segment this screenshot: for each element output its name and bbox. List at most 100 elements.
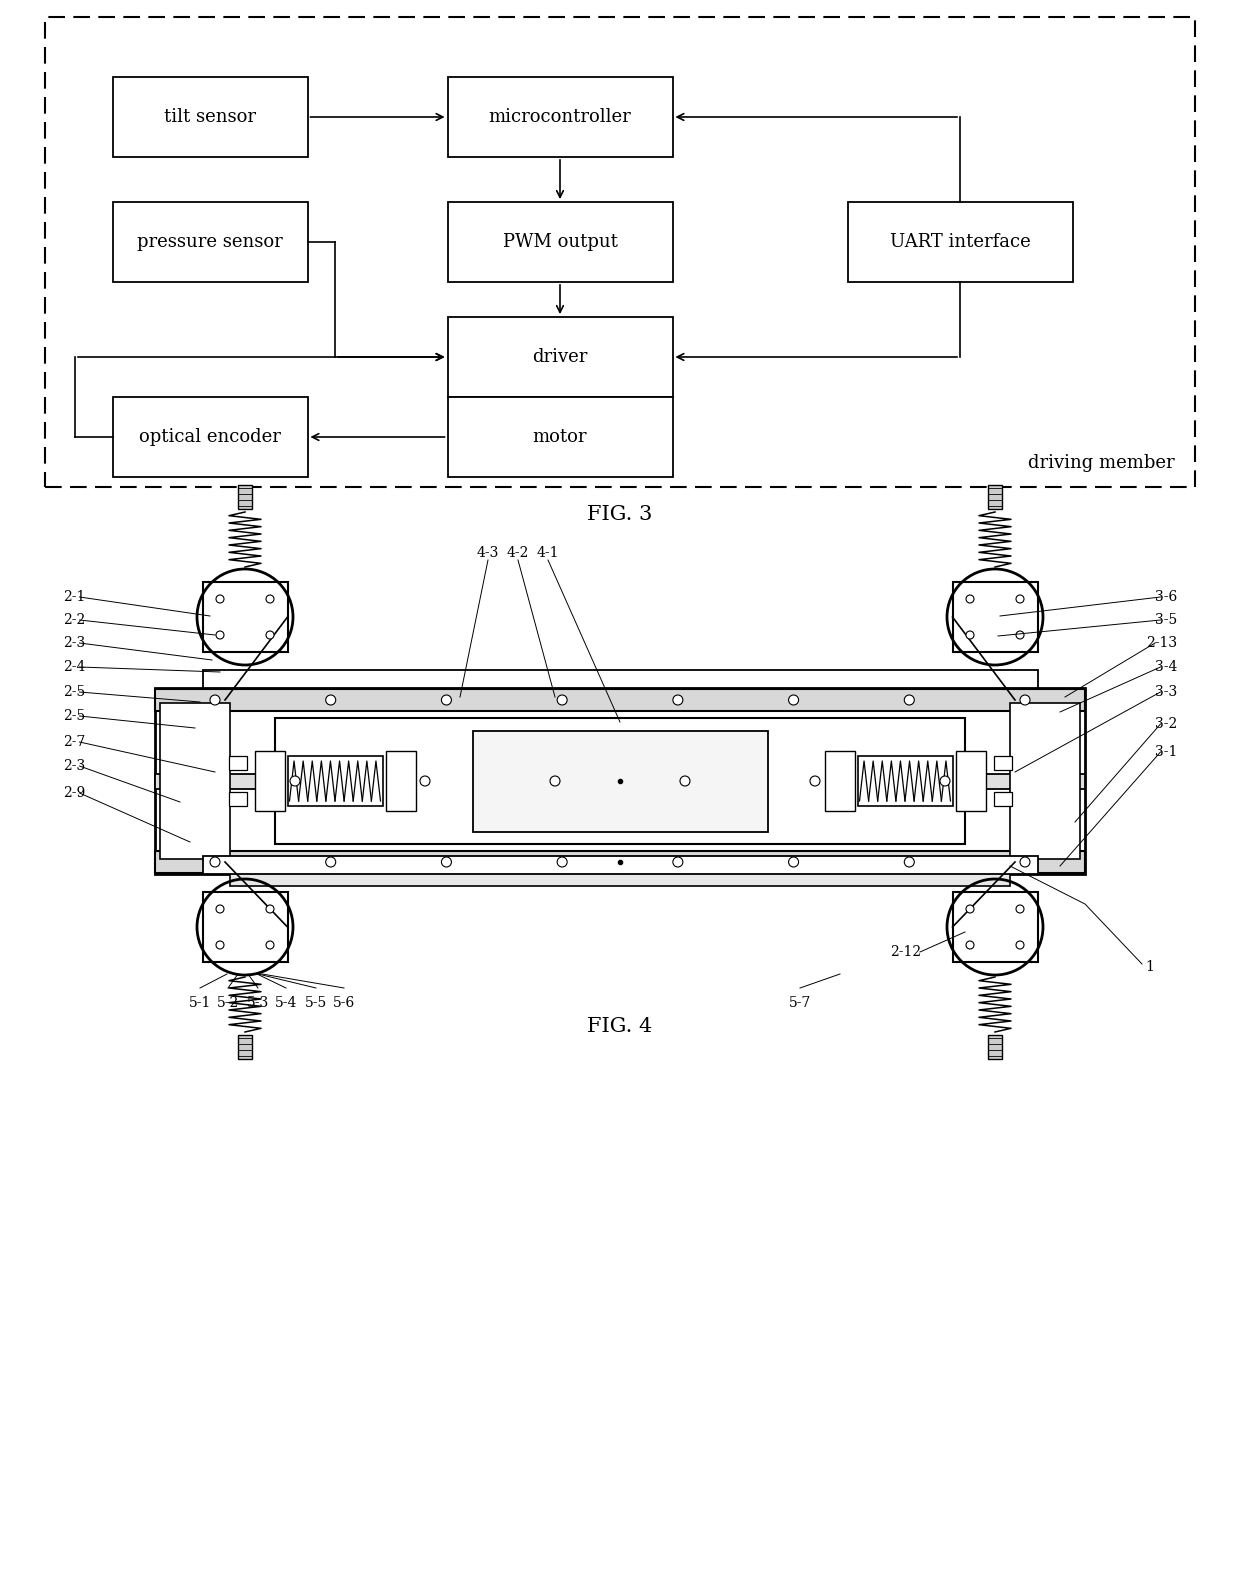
Bar <box>386 751 415 811</box>
Circle shape <box>1016 905 1024 913</box>
Circle shape <box>216 594 224 604</box>
Circle shape <box>680 777 689 786</box>
Circle shape <box>216 630 224 638</box>
Text: pressure sensor: pressure sensor <box>138 233 283 252</box>
Text: 3-5: 3-5 <box>1154 613 1177 627</box>
Text: 2-2: 2-2 <box>63 613 86 627</box>
Circle shape <box>326 695 336 704</box>
Bar <box>155 689 1085 874</box>
Text: 2-7: 2-7 <box>63 736 86 748</box>
Circle shape <box>326 857 336 868</box>
Circle shape <box>966 630 973 638</box>
Text: 2-13: 2-13 <box>1146 637 1177 649</box>
Text: PWM output: PWM output <box>502 233 618 252</box>
Bar <box>448 201 672 281</box>
Bar <box>202 582 288 652</box>
Circle shape <box>1016 630 1024 638</box>
Circle shape <box>216 942 224 949</box>
Bar <box>155 850 1085 872</box>
Text: 2-4: 2-4 <box>63 660 86 674</box>
Bar <box>228 756 247 770</box>
Bar <box>448 398 672 476</box>
Bar <box>113 201 308 281</box>
Circle shape <box>267 594 274 604</box>
Bar <box>993 792 1012 806</box>
Circle shape <box>940 777 950 786</box>
Bar <box>228 792 247 806</box>
Text: 4-2: 4-2 <box>507 545 529 560</box>
Bar <box>472 731 768 832</box>
Text: 3-6: 3-6 <box>1154 590 1177 604</box>
Text: 3-1: 3-1 <box>1154 745 1177 759</box>
Circle shape <box>441 695 451 704</box>
Bar <box>160 703 229 858</box>
Bar <box>956 751 986 811</box>
Bar <box>448 318 672 398</box>
Text: 5-2: 5-2 <box>217 997 239 1009</box>
Text: 5-4: 5-4 <box>275 997 298 1009</box>
Text: 5-6: 5-6 <box>332 997 355 1009</box>
Circle shape <box>966 594 973 604</box>
Text: 5-5: 5-5 <box>305 997 327 1009</box>
Circle shape <box>267 630 274 638</box>
Text: 3-2: 3-2 <box>1154 717 1177 731</box>
Circle shape <box>789 695 799 704</box>
Text: FIG. 3: FIG. 3 <box>588 505 652 523</box>
Bar <box>202 891 288 962</box>
Bar <box>952 891 1038 962</box>
Circle shape <box>1016 942 1024 949</box>
Bar <box>113 398 308 476</box>
Bar <box>858 756 952 806</box>
Bar <box>1011 703 1080 858</box>
Circle shape <box>420 777 430 786</box>
Circle shape <box>966 905 973 913</box>
Bar <box>993 756 1012 770</box>
Text: UART interface: UART interface <box>889 233 1030 252</box>
Text: 5-1: 5-1 <box>188 997 211 1009</box>
Circle shape <box>557 857 567 868</box>
Text: 2-5: 2-5 <box>63 709 86 723</box>
Circle shape <box>1016 594 1024 604</box>
Text: 1: 1 <box>1145 960 1154 975</box>
Bar <box>202 857 1038 874</box>
Text: 2-9: 2-9 <box>63 786 86 800</box>
Circle shape <box>1021 857 1030 868</box>
Bar <box>155 773 1085 789</box>
Bar <box>229 871 1011 887</box>
Bar <box>988 1034 1002 1060</box>
Text: 2-3: 2-3 <box>63 759 86 773</box>
Circle shape <box>810 777 820 786</box>
Bar <box>229 693 1011 707</box>
Circle shape <box>210 695 219 704</box>
Circle shape <box>557 695 567 704</box>
Text: 5-7: 5-7 <box>789 997 811 1009</box>
Text: motor: motor <box>533 428 588 446</box>
Circle shape <box>904 857 914 868</box>
Text: driving member: driving member <box>1028 454 1176 472</box>
Circle shape <box>789 857 799 868</box>
Text: 4-3: 4-3 <box>477 545 500 560</box>
Text: 3-4: 3-4 <box>1154 660 1177 674</box>
Text: 3-3: 3-3 <box>1154 685 1177 700</box>
Bar <box>254 751 284 811</box>
Text: driver: driver <box>532 347 588 366</box>
Circle shape <box>1021 695 1030 704</box>
Bar <box>288 756 382 806</box>
Circle shape <box>966 942 973 949</box>
Text: tilt sensor: tilt sensor <box>164 108 255 126</box>
Circle shape <box>441 857 451 868</box>
Text: optical encoder: optical encoder <box>139 428 281 446</box>
Bar <box>238 1034 252 1060</box>
Bar <box>448 77 672 157</box>
Circle shape <box>210 857 219 868</box>
Text: 2-12: 2-12 <box>890 945 921 959</box>
Text: 2-3: 2-3 <box>63 637 86 649</box>
Circle shape <box>904 695 914 704</box>
Circle shape <box>551 777 560 786</box>
Text: 2-5: 2-5 <box>63 685 86 700</box>
Bar <box>113 77 308 157</box>
Circle shape <box>673 695 683 704</box>
Bar <box>825 751 854 811</box>
Bar <box>988 486 1002 509</box>
Text: 5-3: 5-3 <box>247 997 269 1009</box>
